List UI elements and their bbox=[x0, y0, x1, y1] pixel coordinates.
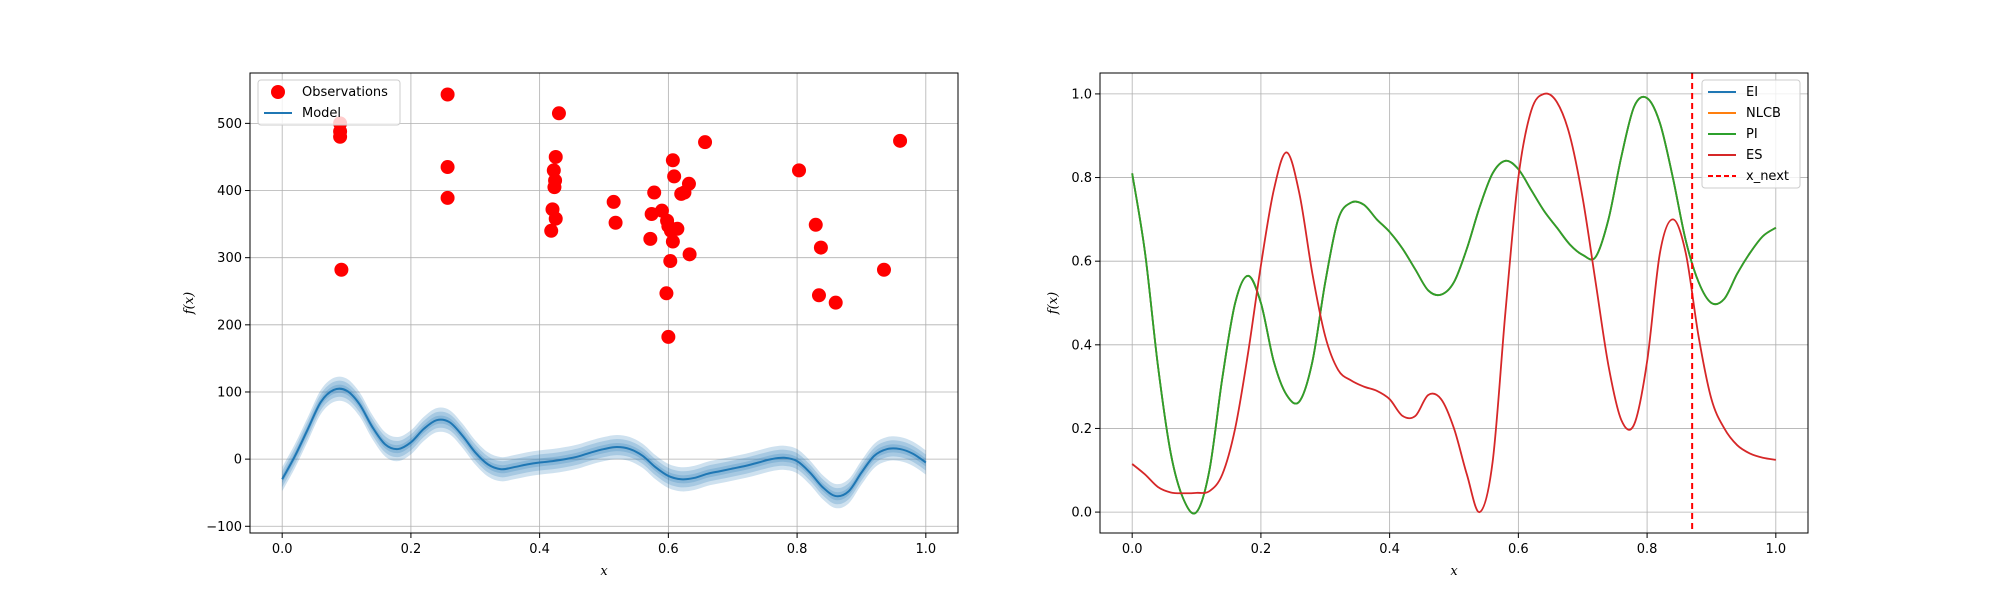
observation-point bbox=[682, 247, 697, 262]
right-chart-panel: 0.0 0.2 0.4 0.6 0.8 1.0 0.00.20.40.60.81.0 x … bbox=[1046, 72, 1809, 579]
observation-point bbox=[828, 295, 843, 310]
left-x-tick-label: 0.0 bbox=[272, 542, 293, 557]
left-x-tick-label: 0.2 bbox=[401, 542, 422, 557]
right-x-tick-label: 0.4 bbox=[1379, 542, 1400, 557]
legend-observations-label: Observations bbox=[302, 85, 388, 100]
right-legend: EI NLCB PI ES x_next bbox=[1701, 79, 1801, 189]
legend-model-label: Model bbox=[302, 106, 341, 121]
left-y-tick-label: 300 bbox=[217, 251, 242, 266]
observation-point bbox=[440, 87, 455, 102]
right-y-axis-label: f(x) bbox=[1046, 292, 1061, 315]
series-line-es bbox=[1131, 92, 1776, 513]
model-line bbox=[281, 387, 927, 498]
right-legend-box bbox=[1701, 79, 1801, 189]
left-x-tick-label: 0.4 bbox=[529, 542, 550, 557]
right-y-tick-label: 0.8 bbox=[1071, 171, 1092, 186]
observation-point bbox=[547, 180, 562, 195]
observation-point bbox=[670, 221, 685, 236]
observation-point bbox=[661, 329, 676, 344]
left-y-tick-label: 500 bbox=[217, 117, 242, 132]
acquisition-lines bbox=[1131, 92, 1777, 515]
observation-point bbox=[551, 106, 566, 121]
observation-point bbox=[667, 169, 682, 184]
right-x-tick-label: 0.8 bbox=[1637, 542, 1658, 557]
observation-point bbox=[548, 149, 563, 164]
observation-point bbox=[808, 217, 823, 232]
model-mean-line bbox=[281, 387, 927, 498]
observation-point bbox=[647, 185, 662, 200]
observation-point bbox=[665, 234, 680, 249]
right-y-tick-label: 0.6 bbox=[1071, 255, 1092, 270]
right-y-tick-label: 1.0 bbox=[1071, 87, 1092, 102]
observation-point bbox=[544, 223, 559, 238]
model-uncertainty-band bbox=[282, 380, 926, 505]
left-y-axis-label: f(x) bbox=[182, 292, 197, 315]
right-x-tick-label: 1.0 bbox=[1765, 542, 1786, 557]
right-x-tick-label: 0.0 bbox=[1122, 542, 1143, 557]
observation-point bbox=[674, 186, 689, 201]
observation-point bbox=[811, 288, 826, 303]
observation-point bbox=[659, 286, 674, 301]
left-x-tick-label: 1.0 bbox=[915, 542, 936, 557]
left-x-ticks: 0.0 0.2 0.4 0.6 0.8 1.0 bbox=[272, 533, 936, 557]
right-x-tick-label: 0.6 bbox=[1508, 542, 1529, 557]
left-x-tick-label: 0.8 bbox=[787, 542, 808, 557]
right-y-tick-label: 0.2 bbox=[1071, 422, 1092, 437]
right-y-tick-label: 0.4 bbox=[1071, 338, 1092, 353]
left-y-tick-label: 100 bbox=[217, 385, 242, 400]
observation-point bbox=[440, 190, 455, 205]
observation-point bbox=[813, 240, 828, 255]
observation-point bbox=[792, 163, 807, 178]
observation-point bbox=[663, 254, 678, 269]
observation-point bbox=[698, 135, 713, 150]
observation-points bbox=[333, 87, 908, 344]
left-x-axis-label: x bbox=[600, 564, 608, 579]
observation-point bbox=[548, 211, 563, 226]
observation-point bbox=[643, 231, 658, 246]
left-y-tick-label: −100 bbox=[206, 520, 242, 535]
right-axes-frame bbox=[1099, 72, 1809, 534]
legend-nlcb-label: NLCB bbox=[1746, 106, 1781, 121]
observation-point bbox=[608, 215, 623, 230]
observation-point bbox=[876, 262, 891, 277]
series-line-pi bbox=[1131, 95, 1777, 515]
legend-ei-label: EI bbox=[1746, 85, 1758, 100]
left-y-ticks: −100 0 100 200 300 400 500 bbox=[206, 117, 250, 535]
left-chart-panel: 0.0 0.2 0.4 0.6 0.8 1.0 −1000100200300400500 … bbox=[182, 72, 959, 579]
right-x-ticks: 0.0 0.2 0.4 0.6 0.8 1.0 bbox=[1122, 533, 1786, 557]
left-legend: Observations Model bbox=[257, 79, 401, 126]
model-uncertainty-band bbox=[282, 376, 926, 509]
right-x-axis-label: x bbox=[1450, 564, 1458, 579]
legend-pi-label: PI bbox=[1746, 127, 1758, 142]
left-y-tick-label: 400 bbox=[217, 184, 242, 199]
left-grid bbox=[250, 73, 958, 533]
observation-point bbox=[606, 194, 621, 209]
observation-point bbox=[440, 160, 455, 175]
right-x-tick-label: 0.2 bbox=[1251, 542, 1272, 557]
legend-observations-marker bbox=[271, 85, 285, 99]
legend-es-label: ES bbox=[1746, 148, 1762, 163]
left-y-tick-label: 0 bbox=[234, 453, 242, 468]
right-y-ticks: 0.0 0.2 0.4 0.6 0.8 1.0 bbox=[1071, 87, 1100, 521]
right-y-tick-label: 0.0 bbox=[1071, 506, 1092, 521]
observation-point bbox=[333, 129, 348, 144]
observation-point bbox=[665, 153, 680, 168]
left-x-tick-label: 0.6 bbox=[658, 542, 679, 557]
left-axes-frame bbox=[249, 72, 959, 534]
legend-x-next-label: x_next bbox=[1746, 169, 1789, 184]
observation-point bbox=[893, 133, 908, 148]
observation-point bbox=[334, 262, 349, 277]
left-y-tick-label: 200 bbox=[217, 318, 242, 333]
left-legend-box bbox=[257, 79, 401, 126]
